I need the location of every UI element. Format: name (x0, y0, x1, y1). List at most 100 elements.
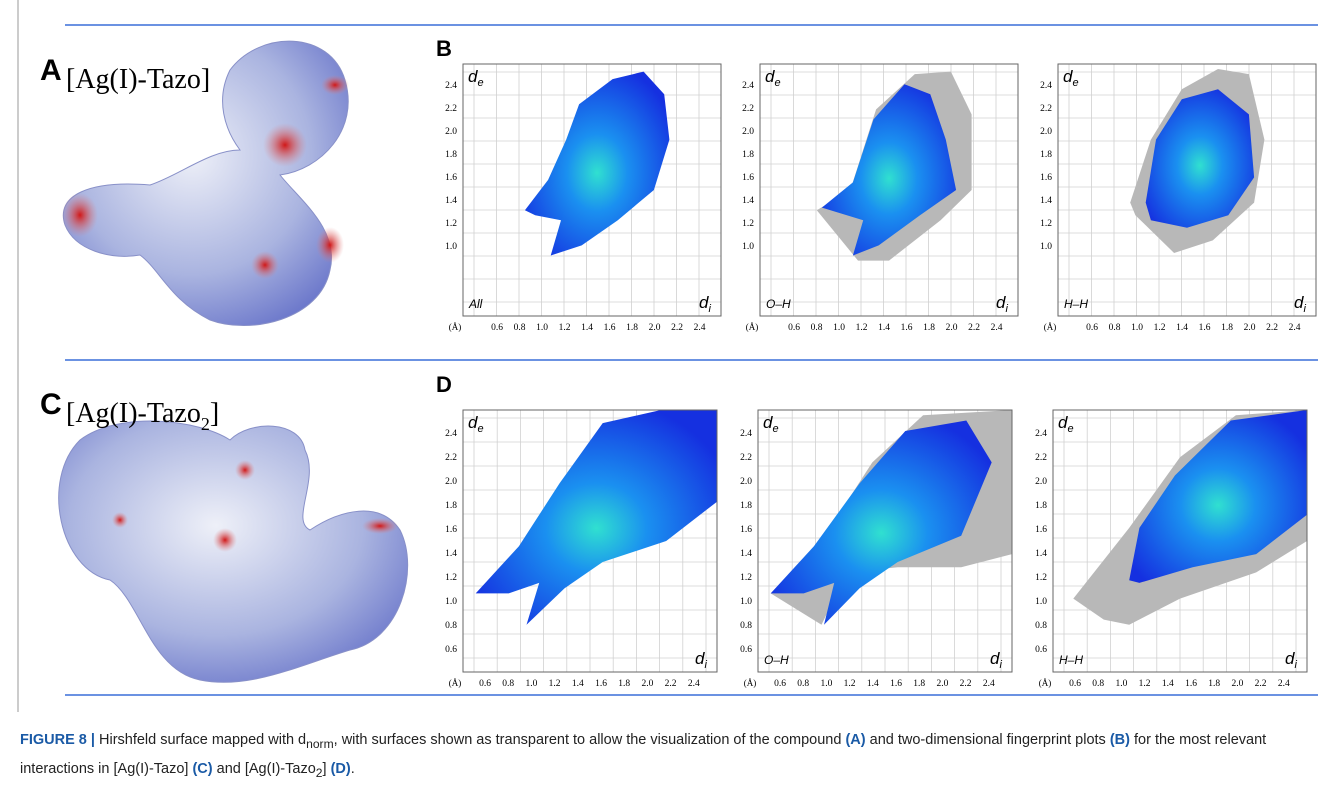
panel-letter: B (436, 36, 452, 61)
x-tick-label: 2.2 (960, 679, 972, 689)
plot-frame (462, 409, 718, 673)
caption-text: , with surfaces shown as transparent to … (333, 732, 846, 748)
x-tick-label: 1.8 (1208, 679, 1220, 689)
y-tick-label: 1.2 (742, 219, 754, 229)
x-tick-label: 2.4 (694, 323, 706, 333)
y-tick-label: 1.4 (445, 549, 457, 559)
y-tick-label: 2.0 (445, 477, 457, 487)
y-tick-label: 1.8 (1035, 501, 1047, 511)
y-tick-label: 2.4 (1040, 81, 1052, 91)
plot-frame (759, 63, 1019, 317)
y-tick-label: 0.8 (740, 621, 752, 631)
title-text: ] (210, 398, 219, 429)
y-tick-label: 1.2 (445, 219, 457, 229)
axis-label: de (763, 413, 779, 435)
figure: A [Ag(I)-Tazo] B C [Ag(I)-Tazo2] D dediA… (17, 0, 1318, 712)
y-tick-label: 0.8 (1035, 621, 1047, 631)
x-tick-label: 1.8 (913, 679, 925, 689)
contact-region (770, 420, 992, 625)
x-tick-label: 0.8 (811, 323, 823, 333)
y-tick-label: 2.2 (740, 453, 752, 463)
panel-title: [Ag(I)-Tazo2] (66, 398, 219, 434)
interaction-label: H–H (1064, 297, 1088, 311)
x-tick-label: 1.0 (1115, 679, 1127, 689)
caption-ref: (A) (845, 732, 866, 748)
x-tick-label: 0.6 (788, 323, 800, 333)
axis-unit: (Å) (449, 322, 462, 332)
x-tick-label: 1.4 (867, 679, 879, 689)
axis-subscript: i (1294, 659, 1297, 671)
y-tick-label: 2.2 (1040, 104, 1052, 114)
y-tick-label: 0.8 (445, 621, 457, 631)
axis-subscript: e (772, 423, 778, 435)
x-tick-label: 1.0 (833, 323, 845, 333)
x-tick-label: 1.4 (581, 323, 593, 333)
contact-region (821, 84, 957, 256)
axis-label: di (996, 293, 1008, 315)
axis-subscript: i (1005, 303, 1008, 315)
y-tick-label: 1.4 (445, 196, 457, 206)
x-tick-label: 1.0 (820, 679, 832, 689)
y-tick-label: 2.4 (740, 429, 752, 439)
x-tick-label: 2.0 (1244, 323, 1256, 333)
x-tick-label: 2.0 (946, 323, 958, 333)
caption-ref: (C) (192, 760, 213, 777)
x-tick-label: 0.6 (479, 679, 491, 689)
axis-symbol: d (1063, 67, 1073, 86)
contact-region (1129, 410, 1307, 583)
x-tick-label: 1.6 (890, 679, 902, 689)
y-tick-label: 1.0 (445, 242, 457, 252)
axis-label: de (468, 67, 484, 89)
y-tick-label: 1.4 (740, 549, 752, 559)
y-tick-label: 1.0 (445, 597, 457, 607)
panel-title: [Ag(I)-Tazo] (66, 64, 210, 95)
y-tick-label: 2.4 (445, 81, 457, 91)
y-tick-label: 1.2 (1035, 573, 1047, 583)
axis-symbol: d (763, 413, 773, 432)
y-tick-label: 1.8 (445, 150, 457, 160)
x-tick-label: 0.8 (502, 679, 514, 689)
axis-unit: (Å) (1044, 322, 1057, 332)
y-tick-label: 1.6 (1035, 525, 1047, 535)
y-tick-label: 1.8 (1040, 150, 1052, 160)
contact-region (524, 71, 670, 256)
y-tick-label: 1.2 (445, 573, 457, 583)
x-tick-label: 2.4 (983, 679, 995, 689)
x-tick-label: 0.8 (514, 323, 526, 333)
x-tick-label: 1.6 (901, 323, 913, 333)
caption-sub: norm (306, 736, 334, 751)
y-tick-label: 2.4 (1035, 429, 1047, 439)
interaction-label: O–H (766, 297, 791, 311)
x-tick-label: 2.0 (936, 679, 948, 689)
axis-symbol: d (1058, 413, 1068, 432)
contact-region (1145, 89, 1255, 228)
x-tick-label: 0.8 (1109, 323, 1121, 333)
x-tick-label: 1.6 (1185, 679, 1197, 689)
axis-symbol: d (695, 649, 705, 668)
x-tick-label: 1.8 (923, 323, 935, 333)
y-tick-label: 1.0 (742, 242, 754, 252)
x-tick-label: 1.2 (1154, 323, 1166, 333)
caption-text: and two-dimensional fingerprint plots (865, 732, 1110, 748)
axis-symbol: d (468, 67, 478, 86)
x-tick-label: 2.2 (665, 679, 677, 689)
axis-symbol: d (699, 293, 709, 312)
interaction-label: H–H (1059, 653, 1083, 667)
fingerprint-plot: dediH–H2.42.22.01.81.61.41.21.00.80.6(Å)… (1035, 409, 1308, 689)
x-tick-label: 1.2 (844, 679, 856, 689)
x-tick-label: 1.8 (1221, 323, 1233, 333)
x-tick-label: 1.4 (572, 679, 584, 689)
axis-symbol: d (1285, 649, 1295, 668)
axis-label: di (695, 649, 707, 671)
plot-frame (1057, 63, 1317, 317)
hirshfeld-surface (62, 40, 349, 327)
x-tick-label: 0.6 (491, 323, 503, 333)
fingerprint-plot: dediO–H2.42.22.01.81.61.41.21.00.80.6(Å)… (740, 409, 1013, 689)
x-tick-label: 0.8 (1092, 679, 1104, 689)
x-tick-label: 2.4 (991, 323, 1003, 333)
y-tick-label: 1.2 (740, 573, 752, 583)
plot-frame (1052, 409, 1308, 673)
